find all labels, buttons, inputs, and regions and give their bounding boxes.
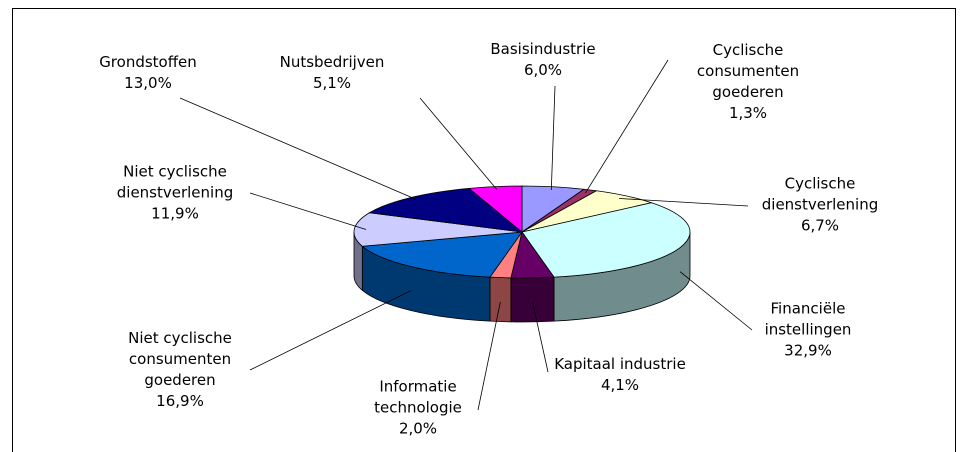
category-label: Financiële instellingen — [764, 299, 852, 339]
value-label: 16,9% — [156, 392, 204, 410]
slice-label: Cyclische dienstverlening 6,7% — [745, 174, 895, 237]
chart-frame — [12, 8, 956, 452]
category-label: Niet cyclische consumenten goederen — [128, 329, 232, 389]
leader-line — [249, 192, 367, 230]
slice — [468, 185, 523, 233]
slice-label: Basisindustrie 6,0% — [473, 39, 613, 81]
slice-label: Nutsbedrijven 5,1% — [267, 52, 397, 94]
value-label: 11,9% — [151, 204, 199, 223]
slice — [361, 231, 523, 278]
category-label: Niet cyclische dienstverlening — [116, 162, 234, 202]
slice — [368, 187, 524, 233]
category-label: Kapitaal industrie — [554, 355, 686, 373]
category-label: Grondstoffen — [99, 53, 197, 71]
slice — [353, 212, 523, 247]
leader-line — [679, 271, 753, 331]
slice-label: Grondstoffen 13,0% — [83, 52, 213, 94]
leader-line — [419, 97, 498, 191]
category-label: Cyclische dienstverlening — [761, 174, 879, 214]
slice-label: Financiële instellingen 32,9% — [743, 299, 873, 362]
leader-line — [618, 198, 749, 207]
leader-line — [477, 301, 501, 411]
value-label: 13,0% — [124, 74, 172, 92]
slice-side — [510, 276, 555, 323]
category-label: Cyclische consumenten goederen — [696, 41, 800, 101]
slice-label: Niet cyclische dienstverlening 11,9% — [100, 162, 250, 225]
slice-label: Niet cyclische consumenten goederen 16,9% — [105, 328, 255, 412]
value-label: 6,7% — [800, 216, 840, 235]
category-label: Nutsbedrijven — [279, 53, 385, 71]
value-label: 32,9% — [784, 341, 832, 360]
slice-side — [489, 276, 512, 323]
category-label: Basisindustrie — [490, 40, 596, 58]
slice — [521, 202, 691, 278]
value-label: 2,0% — [398, 419, 438, 438]
value-label: 6,0% — [523, 61, 563, 79]
leader-line — [550, 85, 556, 190]
slice-label: Informatie technologie 2,0% — [358, 377, 478, 440]
slice-label: Cyclische consumenten goederen 1,3% — [683, 40, 813, 124]
category-label: Informatie technologie — [374, 377, 462, 417]
value-label: 5,1% — [312, 74, 352, 92]
leader-line — [585, 59, 669, 194]
value-label: 4,1% — [600, 376, 640, 394]
leader-line — [532, 302, 549, 373]
leader-line — [179, 97, 419, 201]
leader-line — [249, 290, 411, 371]
value-label: 1,3% — [728, 104, 768, 122]
slice-label: Kapitaal industrie 4,1% — [535, 354, 705, 396]
